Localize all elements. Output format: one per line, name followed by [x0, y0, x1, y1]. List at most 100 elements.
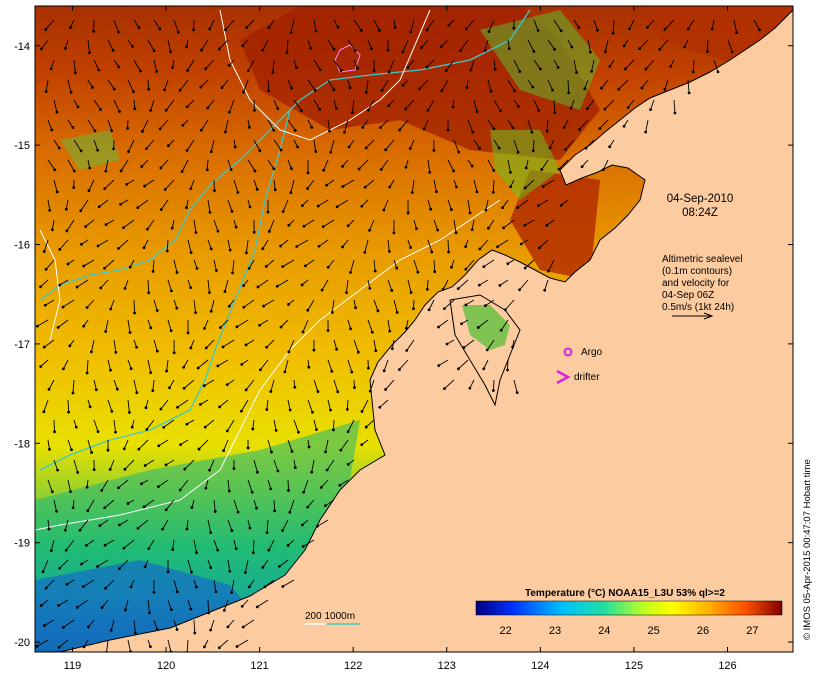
velocity-arrowhead [501, 206, 504, 210]
velocity-arrowhead [273, 188, 277, 192]
velocity-arrow [207, 199, 211, 213]
velocity-arrowhead [486, 226, 490, 230]
velocity-arrowhead [100, 489, 104, 492]
velocity-arrow [332, 419, 335, 430]
velocity-arrow [80, 199, 89, 211]
velocity-arrowhead [206, 106, 210, 110]
velocity-arrowhead [240, 604, 244, 608]
velocity-arrowhead [551, 88, 554, 92]
velocity-arrowhead [240, 362, 244, 366]
velocity-arrow [471, 219, 475, 230]
velocity-arrowhead [290, 449, 294, 453]
velocity-arrowhead [437, 364, 441, 367]
velocity-arrowhead [285, 51, 289, 55]
velocity-arrowhead [125, 182, 129, 186]
velocity-arrowhead [96, 430, 100, 434]
velocity-arrowhead [62, 367, 65, 371]
velocity-arrowhead [245, 26, 248, 29]
depth-legend-label: 200 1000m [305, 611, 355, 622]
velocity-arrowhead [234, 547, 238, 550]
velocity-arrowhead [395, 310, 399, 314]
velocity-arrow [93, 139, 99, 151]
velocity-arrow [273, 499, 276, 511]
velocity-arrow [236, 319, 249, 328]
velocity-arrow [127, 639, 131, 652]
velocity-arrowhead [687, 91, 691, 95]
velocity-arrowhead [70, 448, 73, 452]
velocity-arrow [488, 19, 495, 32]
velocity-arrow [79, 519, 89, 531]
velocity-arrowhead [644, 67, 648, 71]
velocity-arrowhead [232, 467, 236, 470]
velocity-arrow [492, 379, 495, 391]
velocity-arrow [227, 239, 231, 251]
lat-tick-label: -18 [14, 438, 30, 450]
velocity-arrowhead [503, 308, 507, 312]
velocity-arrow [527, 119, 533, 133]
velocity-arrowhead [482, 265, 486, 269]
velocity-arrow [513, 139, 519, 153]
velocity-arrow [313, 59, 321, 70]
velocity-arrow [123, 219, 135, 228]
velocity-arrow [133, 619, 136, 633]
velocity-arrowhead [144, 406, 148, 410]
velocity-arrowhead [85, 485, 89, 489]
velocity-arrow [213, 499, 216, 512]
velocity-arrowhead [296, 145, 299, 149]
velocity-arrowhead [117, 65, 121, 69]
velocity-arrowhead [397, 368, 401, 371]
velocity-arrowhead [302, 490, 306, 494]
velocity-arrowhead [196, 366, 200, 370]
velocity-arrowhead [462, 346, 466, 349]
velocity-arrowhead [404, 107, 407, 111]
velocity-arrowhead [242, 284, 245, 288]
velocity-arrow [152, 259, 155, 272]
velocity-arrow [99, 519, 109, 527]
velocity-arrow [62, 299, 75, 308]
velocity-arrow [37, 319, 49, 327]
velocity-arrow [41, 39, 49, 50]
velocity-arrow [47, 119, 53, 131]
velocity-arrowhead [251, 551, 255, 555]
velocity-arrowhead [322, 168, 326, 172]
velocity-arrow [53, 139, 60, 149]
velocity-arrow [687, 19, 695, 30]
velocity-arrowhead [169, 50, 172, 54]
velocity-arrow [47, 479, 53, 492]
velocity-arrow [330, 139, 335, 153]
velocity-arrow [347, 419, 355, 432]
velocity-arrowhead [166, 570, 170, 574]
velocity-arrow [233, 499, 239, 513]
velocity-arrow [53, 179, 58, 193]
velocity-arrowhead [518, 288, 521, 292]
velocity-arrowhead [223, 130, 227, 134]
velocity-arrow [203, 379, 215, 387]
velocity-arrow [487, 159, 495, 171]
velocity-arrowhead [203, 327, 206, 330]
velocity-arrowhead [301, 330, 305, 334]
velocity-arrow [53, 99, 58, 113]
velocity-arrow [104, 539, 115, 546]
velocity-arrow [493, 59, 496, 70]
velocity-arrow [187, 599, 192, 610]
velocity-arrow [503, 219, 515, 229]
velocity-arrow [333, 59, 342, 71]
velocity-arrow [353, 339, 359, 353]
velocity-arrow [219, 399, 229, 408]
velocity-arrowhead [248, 526, 252, 530]
velocity-arrowhead [233, 145, 237, 149]
velocity-arrow [220, 319, 229, 328]
velocity-arrowhead [608, 145, 612, 149]
velocity-arrowhead [393, 25, 397, 29]
velocity-arrowhead [165, 249, 169, 253]
velocity-arrow [45, 579, 55, 589]
cool-water-patch [490, 130, 560, 200]
velocity-arrow [467, 119, 474, 133]
velocity-arrow [469, 379, 475, 389]
velocity-arrow [507, 119, 514, 128]
velocity-arrowhead [623, 67, 627, 71]
velocity-arrow [447, 159, 454, 172]
velocity-arrowhead [398, 128, 402, 132]
velocity-arrow [105, 579, 115, 589]
velocity-arrowhead [103, 543, 107, 547]
